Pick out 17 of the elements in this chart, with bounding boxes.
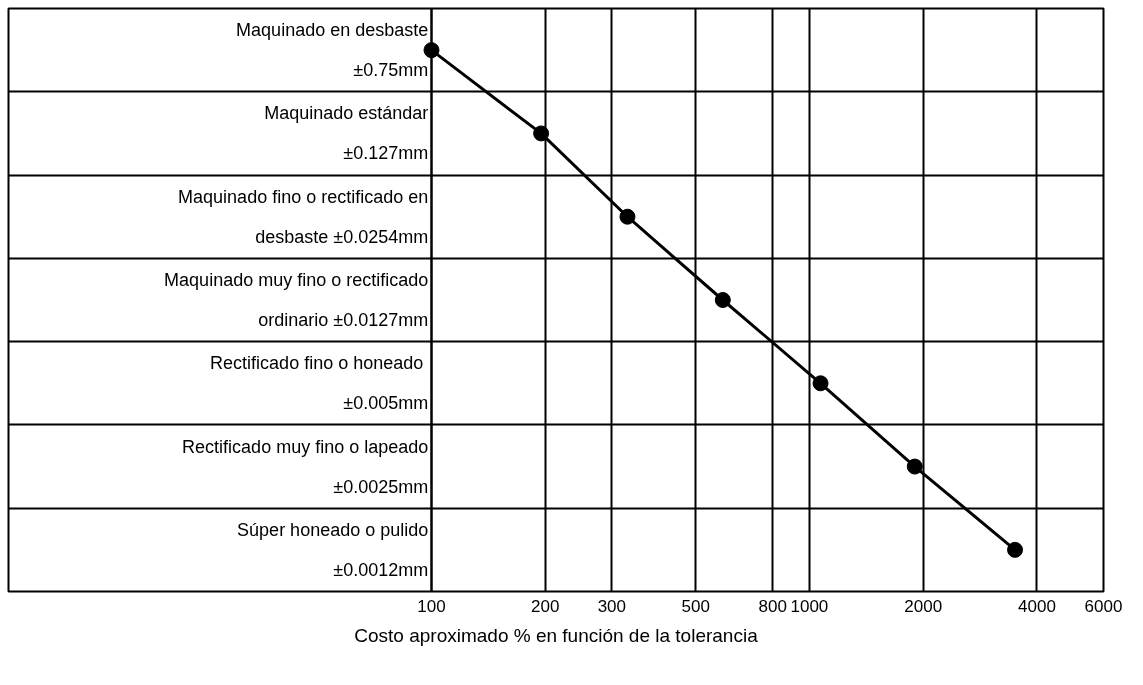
y-tick-label: Maquinado muy fino o rectificado ordinario ±0.0127mm: [164, 270, 429, 330]
x-tick-label: 1000: [790, 596, 829, 616]
x-axis-title: Costo aproximado % en función de la tolerancia: [354, 624, 759, 646]
y-tick-label: Súper honeado o pulido ±0.0012mm: [237, 519, 429, 580]
y-tick-label: Rectificado muy fino o lapeado ±0.0025mm: [182, 436, 429, 497]
y-tick-label: Maquinado en desbaste ±0.75mm: [236, 20, 429, 81]
y-tick-label: Maquinado estándar ±0.127mm: [264, 103, 429, 164]
x-tick-label: 500: [681, 596, 710, 616]
x-tick-label: 2000: [904, 596, 943, 616]
x-tick-label: 4000: [1018, 596, 1056, 616]
y-tick-label: Rectificado fino o honeado ±0.005mm: [210, 353, 429, 414]
x-tick-label: 100: [417, 596, 446, 616]
y-tick-label: Maquinado fino o rectificado en desbaste ±0.0254mm: [178, 186, 429, 247]
x-tick-label: 6000: [1084, 596, 1123, 616]
x-tick-label: 300: [597, 596, 627, 616]
x-tick-label: 200: [531, 596, 560, 616]
x-tick-label: 800: [758, 596, 787, 616]
